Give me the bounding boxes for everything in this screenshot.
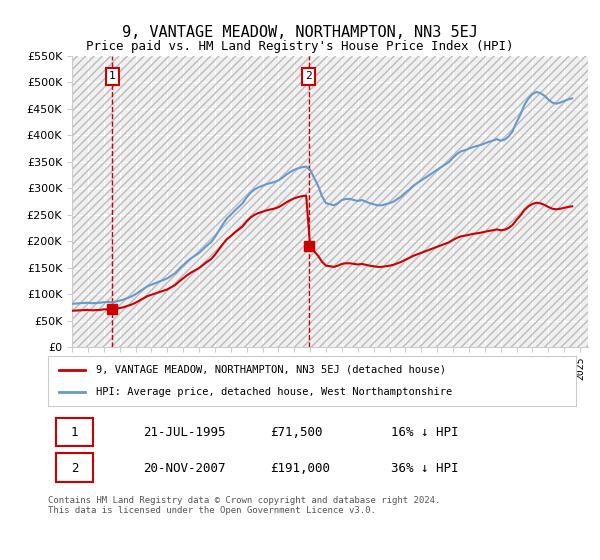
Text: 16% ↓ HPI: 16% ↓ HPI — [391, 426, 459, 439]
Text: 36% ↓ HPI: 36% ↓ HPI — [391, 462, 459, 475]
Text: 1: 1 — [109, 71, 116, 81]
Text: 2: 2 — [71, 462, 78, 475]
Text: 21-JUL-1995: 21-JUL-1995 — [143, 426, 226, 439]
Text: 20-NOV-2007: 20-NOV-2007 — [143, 462, 226, 475]
Text: 9, VANTAGE MEADOW, NORTHAMPTON, NN3 5EJ (detached house): 9, VANTAGE MEADOW, NORTHAMPTON, NN3 5EJ … — [95, 365, 446, 375]
Text: 1: 1 — [71, 426, 78, 439]
Text: £191,000: £191,000 — [270, 462, 330, 475]
FancyBboxPatch shape — [56, 418, 93, 446]
Text: HPI: Average price, detached house, West Northamptonshire: HPI: Average price, detached house, West… — [95, 387, 452, 397]
Text: £71,500: £71,500 — [270, 426, 322, 439]
FancyBboxPatch shape — [56, 453, 93, 482]
Text: Price paid vs. HM Land Registry's House Price Index (HPI): Price paid vs. HM Land Registry's House … — [86, 40, 514, 53]
Text: 2: 2 — [305, 71, 312, 81]
Text: 9, VANTAGE MEADOW, NORTHAMPTON, NN3 5EJ: 9, VANTAGE MEADOW, NORTHAMPTON, NN3 5EJ — [122, 25, 478, 40]
Text: Contains HM Land Registry data © Crown copyright and database right 2024.
This d: Contains HM Land Registry data © Crown c… — [48, 496, 440, 515]
